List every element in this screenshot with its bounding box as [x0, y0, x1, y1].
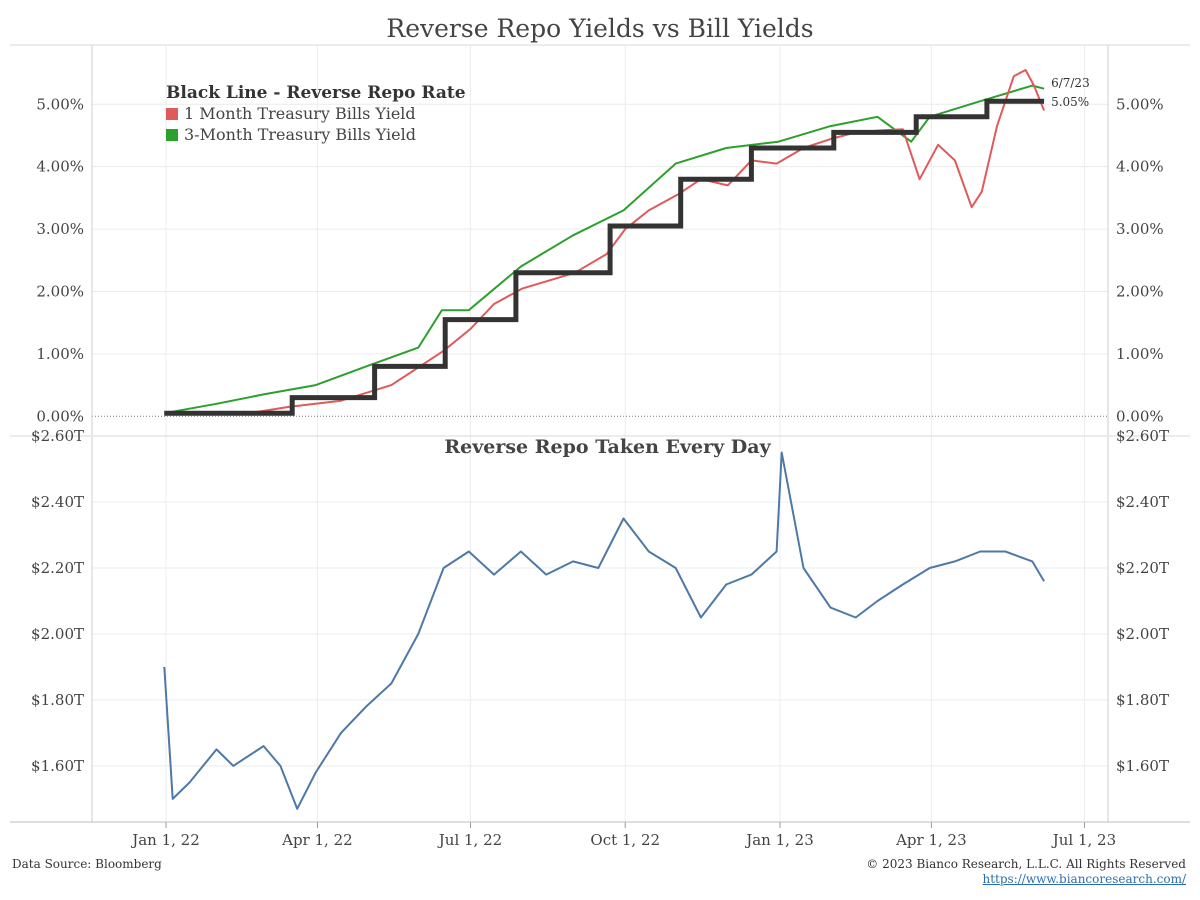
- y-tick-label-left: 0.00%: [36, 407, 84, 425]
- legend-item-1m: 1 Month Treasury Bills Yield: [166, 103, 466, 124]
- series-reverse-repo-volume-line: [163, 451, 1045, 810]
- x-tick-label: Apr 1, 23: [895, 831, 967, 849]
- annotation-date: 6/7/23: [1051, 76, 1090, 90]
- y-tick-label-right: 0.00%: [1116, 407, 1164, 425]
- footer-credits: © 2023 Bianco Research, L.L.C. All Right…: [866, 857, 1186, 887]
- y-tick-label-right: 3.00%: [1116, 220, 1164, 238]
- legend-title: Black Line - Reverse Repo Rate: [166, 83, 466, 103]
- data-source: Data Source: Bloomberg: [12, 857, 162, 871]
- y-tick-label-left: 4.00%: [36, 158, 84, 176]
- y-tick-label-left: $2.00T: [31, 625, 84, 643]
- y-tick-label-right: $2.40T: [1116, 493, 1169, 511]
- series-reverse-repo-rate-line: [164, 98, 1045, 416]
- y-tick-label-left: 3.00%: [36, 220, 84, 238]
- series-lines: [163, 69, 1046, 810]
- y-tick-label-right: $2.60T: [1116, 427, 1169, 445]
- series-3m-tbill-line: [164, 84, 1045, 415]
- x-tick-label: Oct 1, 22: [590, 831, 660, 849]
- legend-item-3m: 3-Month Treasury Bills Yield: [166, 124, 466, 145]
- y-tick-label-left: $2.60T: [31, 427, 84, 445]
- chart-title: Reverse Repo Yields vs Bill Yields: [386, 14, 814, 43]
- y-tick-label-left: 1.00%: [36, 345, 84, 363]
- legend-label-3m: 3-Month Treasury Bills Yield: [184, 125, 416, 144]
- y-tick-label-right: $2.00T: [1116, 625, 1169, 643]
- x-tick-label: Jul 1, 22: [437, 831, 502, 849]
- y-tick-label-left: $1.60T: [31, 757, 84, 775]
- grid-lines: [92, 45, 1108, 822]
- x-tick-label: Jan 1, 22: [130, 831, 200, 849]
- panel2-title: Reverse Repo Taken Every Day: [444, 436, 771, 458]
- legend-swatch-3m: [166, 128, 178, 141]
- legend: Black Line - Reverse Repo Rate 1 Month T…: [166, 83, 466, 145]
- y-tick-label-right: 1.00%: [1116, 345, 1164, 363]
- y-tick-label-left: $2.20T: [31, 559, 84, 577]
- copyright-text: © 2023 Bianco Research, L.L.C. All Right…: [866, 857, 1186, 871]
- y-tick-label-right: 2.00%: [1116, 282, 1164, 300]
- y-tick-label-right: $2.20T: [1116, 559, 1169, 577]
- y-tick-label-right: 5.00%: [1116, 95, 1164, 113]
- annotation-value: 5.05%: [1051, 95, 1089, 109]
- x-tick-label: Jul 1, 23: [1051, 831, 1116, 849]
- y-tick-label-right: $1.80T: [1116, 691, 1169, 709]
- x-tick-label: Jan 1, 23: [744, 831, 814, 849]
- tick-labels: Jan 1, 22 Apr 1, 22 Jul 1, 22 Oct 1, 22 Jan …: [31, 76, 1169, 849]
- y-tick-label-right: 4.00%: [1116, 158, 1164, 176]
- y-tick-label-left: $2.40T: [31, 493, 84, 511]
- y-tick-label-left: 5.00%: [36, 95, 84, 113]
- x-tick-label: Apr 1, 22: [281, 831, 353, 849]
- y-tick-label-left: $1.80T: [31, 691, 84, 709]
- y-tick-label-left: 2.00%: [36, 282, 84, 300]
- website-link[interactable]: https://www.biancoresearch.com/: [982, 872, 1186, 886]
- axes: [10, 44, 1190, 828]
- legend-swatch-1m: [166, 107, 178, 120]
- legend-label-1m: 1 Month Treasury Bills Yield: [184, 104, 416, 123]
- y-tick-label-right: $1.60T: [1116, 757, 1169, 775]
